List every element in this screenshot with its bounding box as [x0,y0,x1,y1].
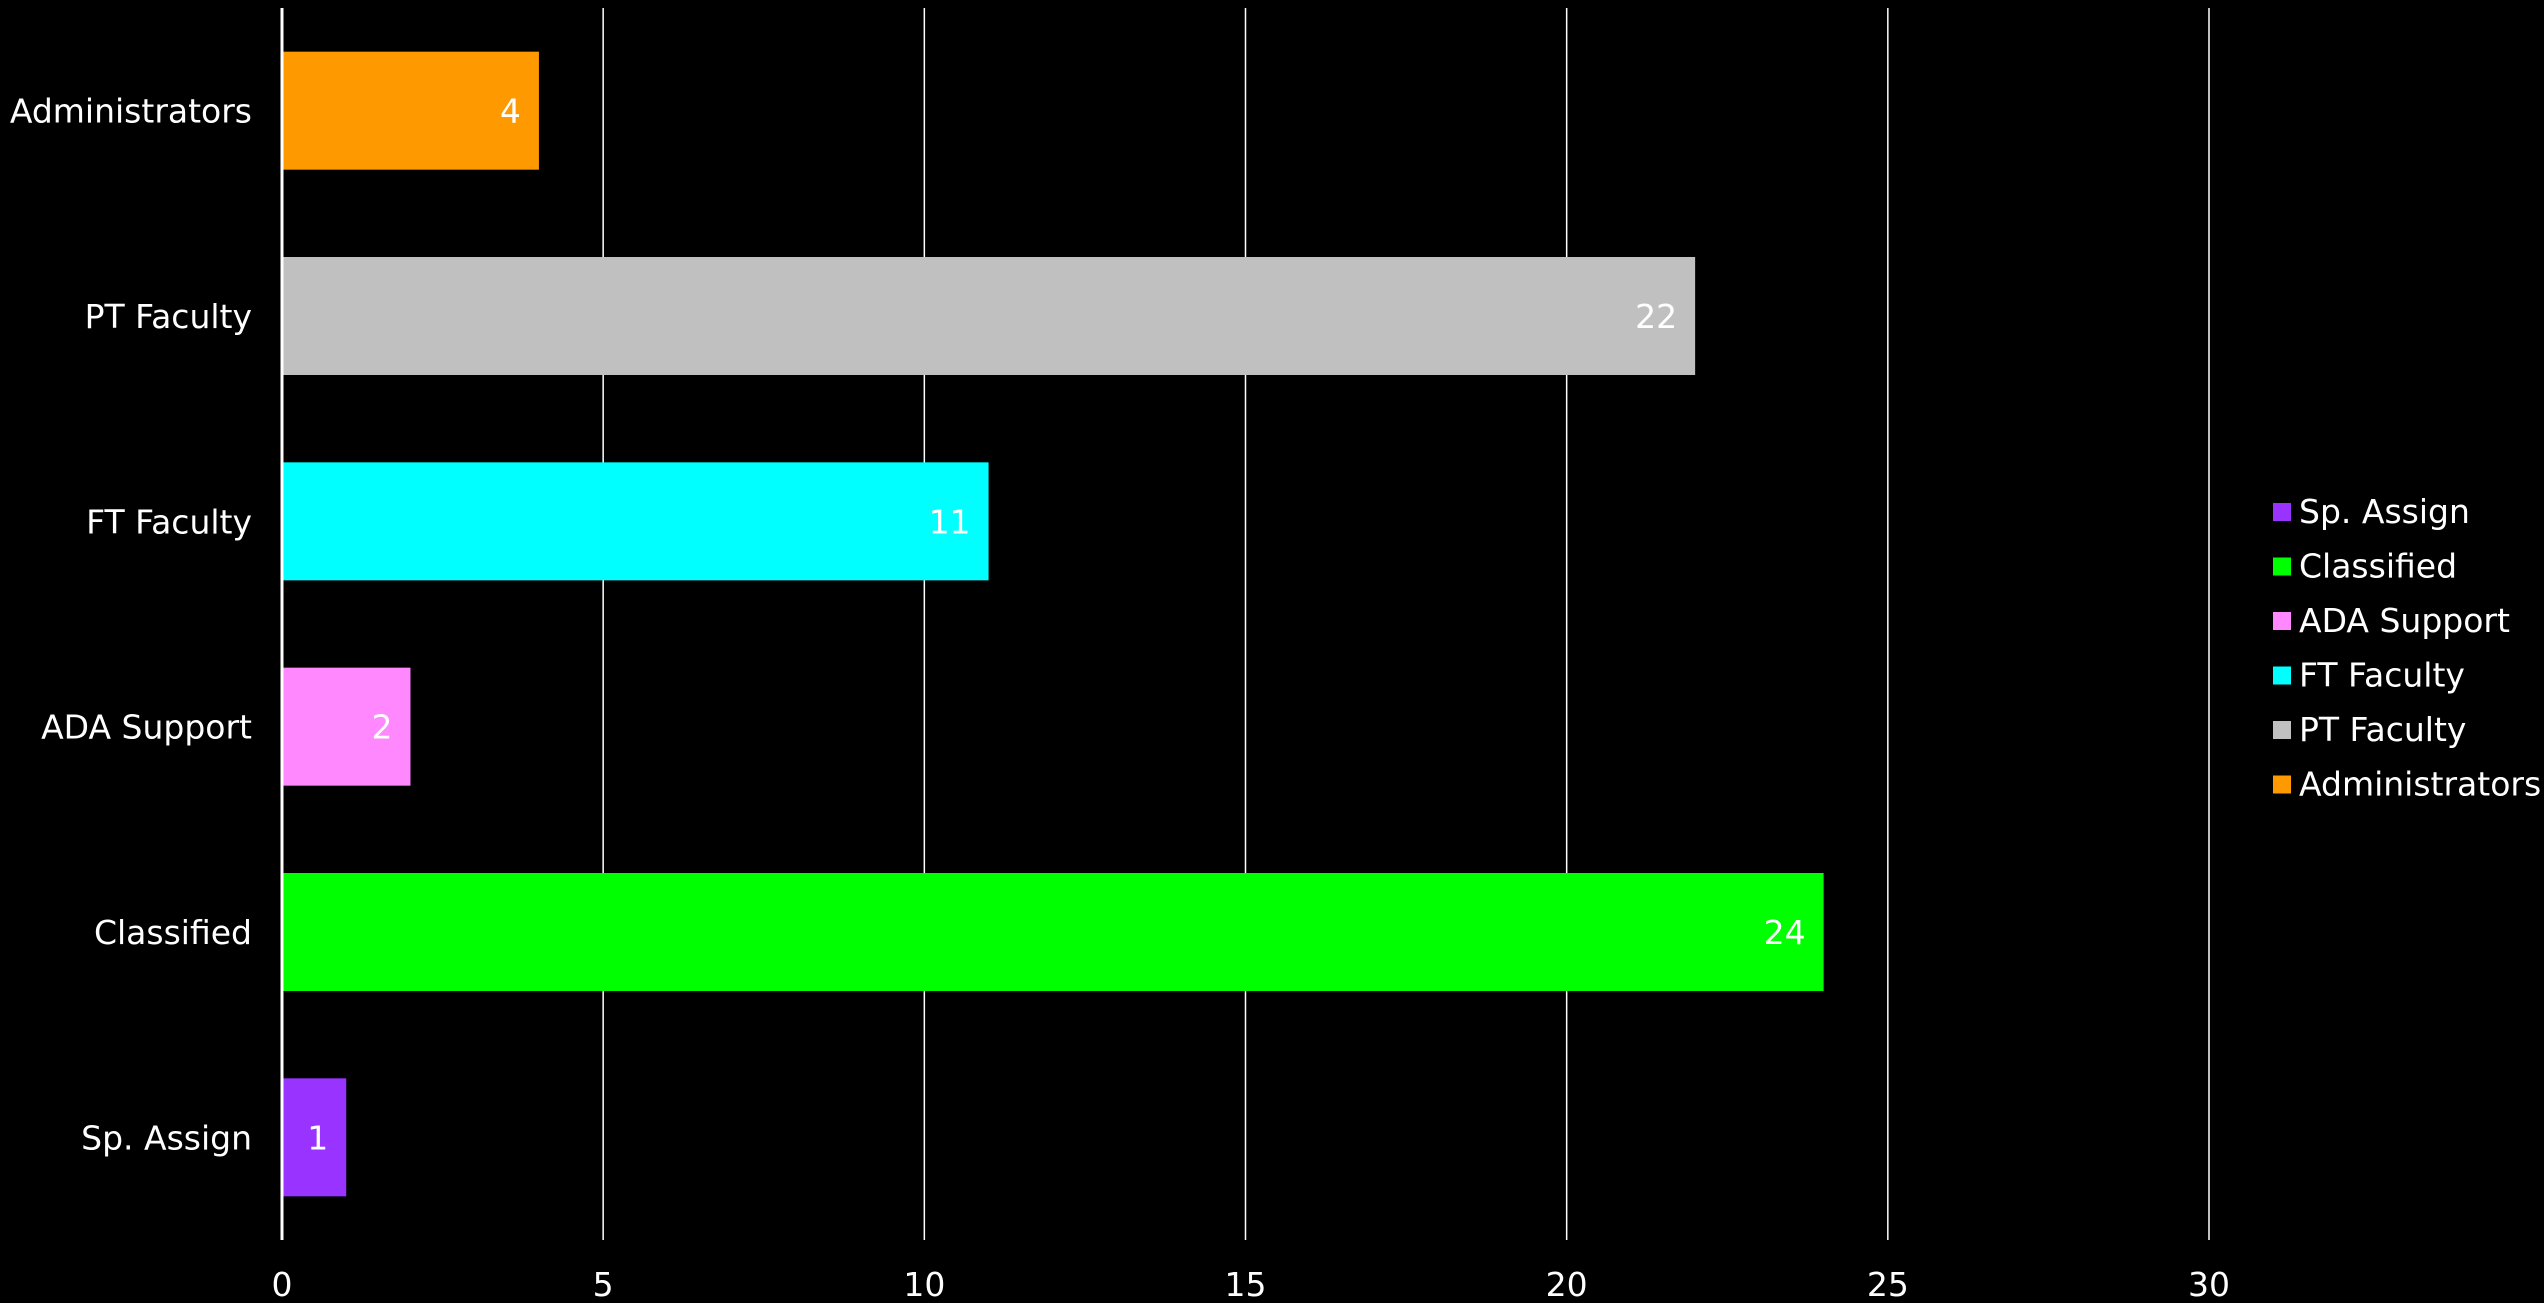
data-label-classified: 24 [1764,913,1806,952]
data-label-administrators: 4 [500,92,521,131]
category-label-ft-faculty: FT Faculty [86,502,252,541]
legend-label-pt-faculty: PT Faculty [2299,710,2466,749]
data-label-ada-support: 2 [371,708,392,747]
category-label-ada-support: ADA Support [41,708,252,747]
category-label-classified: Classified [94,913,252,952]
x-tick-label-30: 30 [2188,1265,2230,1303]
axes: 0 5 10 15 20 25 30 Administrators PT Faculty FT F… [10,8,2230,1303]
x-tick-label-10: 10 [903,1265,945,1303]
x-tick-label-20: 20 [1546,1265,1588,1303]
legend-swatch-sp-assign [2273,503,2291,521]
x-tick-label-25: 25 [1867,1265,1909,1303]
legend-label-ada-support: ADA Support [2299,601,2510,640]
category-label-pt-faculty: PT Faculty [85,297,252,336]
legend-swatch-classified [2273,557,2291,576]
x-tick-label-0: 0 [272,1265,293,1303]
grid-lines [602,8,2210,1240]
data-label-pt-faculty: 22 [1635,297,1677,336]
category-label-sp-assign: Sp. Assign [81,1118,252,1157]
data-label-ft-faculty: 11 [929,502,971,541]
legend-swatch-ft-faculty [2273,666,2291,685]
legend-swatch-pt-faculty [2273,721,2291,739]
bar-ft-faculty [282,462,989,581]
data-label-sp-assign: 1 [307,1118,328,1157]
bar-classified [282,873,1824,991]
bar-sp-assign [282,1078,347,1197]
x-tick-label-15: 15 [1225,1265,1267,1303]
x-tick-label-5: 5 [593,1265,614,1303]
legend-swatch-ada-support [2273,612,2291,630]
bar-ada-support [282,667,411,786]
legend-label-ft-faculty: FT Faculty [2299,656,2465,695]
legend: Sp. Assign Classified ADA Support FT Facult… [2273,492,2541,804]
legend-swatch-administrators [2273,775,2291,794]
legend-label-administrators: Administrators [2299,765,2541,804]
bar-pt-faculty [282,257,1696,375]
bars: 4 22 11 2 24 1 [282,51,1824,1197]
legend-label-sp-assign: Sp. Assign [2299,492,2470,531]
bar-administrators [282,51,539,170]
category-label-administrators: Administrators [10,92,252,131]
legend-label-classified: Classified [2299,547,2457,586]
